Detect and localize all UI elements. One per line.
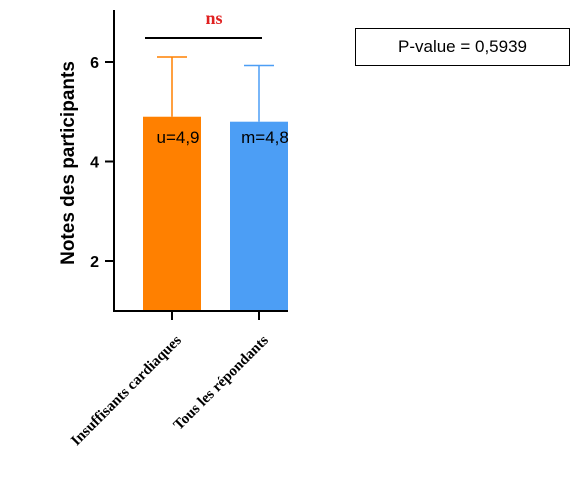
significance-label: ns: [205, 8, 222, 28]
bar: [230, 121, 288, 311]
bar-data-label: m=4,8: [241, 128, 289, 147]
bar: [143, 116, 201, 311]
y-axis-label: Notes des participants: [58, 61, 79, 265]
p-value-text: P-value = 0,5939: [397, 37, 527, 56]
x-tick-label: Tous les répondants: [171, 332, 272, 433]
y-tick-label: 4: [90, 155, 99, 172]
y-tick-label: 2: [90, 254, 99, 271]
bars-group: [143, 56, 288, 311]
axes-group: [105, 10, 288, 320]
x-tick-label: Insuffisants cardiaques: [68, 332, 185, 449]
y-tick-label: 6: [90, 55, 99, 72]
bar-data-label: u=4,9: [156, 128, 199, 147]
p-value-box: P-value = 0,5939: [355, 28, 570, 66]
